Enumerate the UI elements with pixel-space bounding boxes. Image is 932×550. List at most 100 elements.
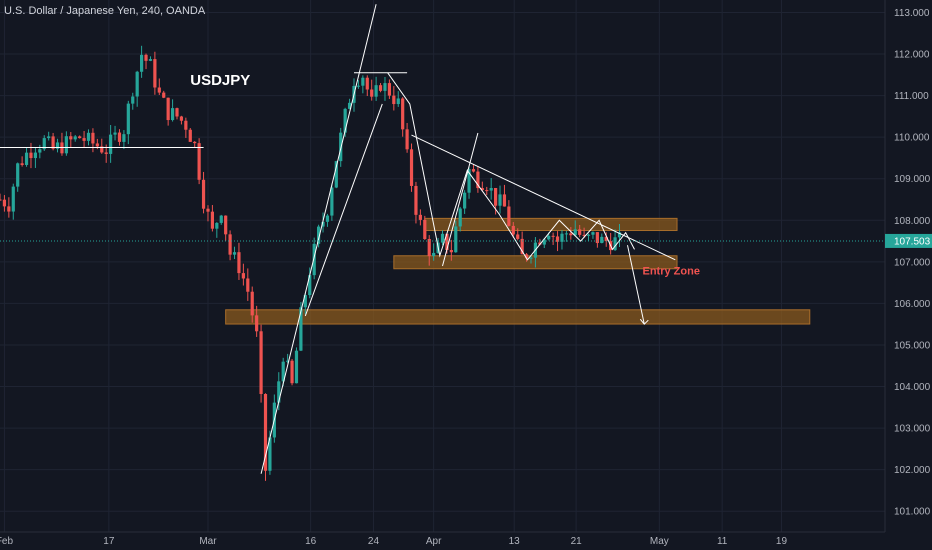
candle-body — [148, 59, 153, 61]
candle-body — [365, 77, 369, 90]
candle-body — [529, 257, 533, 259]
candle-body — [370, 89, 374, 97]
candle-body — [0, 199, 2, 201]
candle-body — [157, 87, 161, 93]
candle-body — [73, 136, 77, 140]
candle-body — [361, 77, 365, 86]
candle-body — [578, 229, 582, 235]
candle-body — [250, 291, 254, 316]
x-tick-label: Feb — [0, 536, 13, 547]
candle-body — [259, 331, 263, 394]
candle-body — [396, 98, 400, 105]
price-tag — [885, 233, 932, 248]
candle-body — [140, 54, 144, 72]
y-tick-label: 103.000 — [894, 424, 931, 435]
candle-body — [347, 102, 352, 109]
candle-body — [401, 98, 405, 130]
symbol-label: USDJPY — [190, 72, 250, 89]
x-tick-label: 16 — [305, 536, 317, 547]
candle-body — [153, 59, 157, 88]
candle-body — [20, 163, 24, 165]
candle-body — [440, 233, 445, 243]
candle-body — [582, 234, 586, 236]
x-tick-label: 24 — [368, 536, 380, 547]
candle-body — [489, 187, 493, 191]
trend-line — [627, 245, 645, 325]
candle-body — [246, 278, 250, 292]
candle-body — [219, 215, 223, 223]
candle-body — [7, 206, 11, 212]
candle-body — [383, 83, 387, 91]
candle-body — [51, 136, 55, 149]
candle-body — [175, 108, 179, 117]
candle-body — [11, 186, 15, 212]
candle-body — [321, 221, 325, 227]
candle-body — [414, 185, 418, 215]
candle-body — [449, 250, 453, 253]
candle-body — [100, 146, 104, 153]
candle-body — [392, 95, 396, 105]
candle-body — [33, 152, 37, 159]
y-tick-label: 110.000 — [894, 133, 930, 144]
candle-body — [595, 232, 599, 244]
candle-body — [78, 136, 82, 139]
trend-line — [260, 4, 377, 474]
candle-body — [16, 163, 20, 187]
candle-body — [423, 219, 427, 240]
candle-body — [184, 120, 188, 130]
candle-body — [454, 226, 458, 253]
candle-body — [109, 134, 113, 154]
trend-line — [442, 132, 479, 267]
candle-body — [432, 252, 436, 257]
y-tick-label: 109.000 — [894, 174, 931, 185]
candle-body — [188, 129, 192, 142]
candle-body — [179, 116, 184, 121]
candle-body — [485, 190, 489, 192]
candle-body — [268, 437, 272, 471]
candle-body — [524, 254, 529, 259]
candle-body — [569, 233, 573, 236]
candle-body — [547, 235, 551, 240]
zone-rect — [225, 309, 811, 325]
candle-body — [604, 236, 608, 242]
candle-body — [308, 275, 312, 296]
candle-body — [277, 381, 281, 403]
arrow-head — [639, 318, 649, 325]
candle-body — [564, 233, 568, 235]
candle-body — [409, 149, 414, 186]
chart-labels: USDJPY Entry Zone — [190, 72, 700, 277]
chart-grid — [0, 0, 885, 532]
candle-body — [210, 211, 214, 229]
candle-body — [405, 129, 409, 150]
candle-body — [613, 237, 617, 251]
trend-line — [411, 134, 676, 261]
candle-body — [162, 92, 166, 98]
time-axis: Feb 17 Mar 16 24 Apr 13 21 May 11 19 — [0, 531, 885, 547]
candle-body — [113, 132, 117, 135]
zone-rectangles — [225, 217, 811, 325]
candle-body — [511, 225, 515, 235]
candle-body — [334, 161, 338, 188]
current-price-label: 107.503 — [894, 236, 931, 247]
candle-body — [467, 169, 471, 193]
candle-body — [197, 143, 201, 180]
candle-body — [343, 108, 347, 133]
trend-drawings — [0, 4, 676, 474]
chart-title: U.S. Dollar / Japanese Yen, 240, OANDA — [4, 5, 206, 17]
candle-body — [144, 54, 148, 61]
candle-body — [312, 243, 316, 276]
y-tick-label: 113.000 — [894, 8, 930, 19]
candle-body — [2, 199, 7, 207]
candle-body — [458, 208, 462, 227]
candle-body — [281, 361, 285, 382]
candle-body — [38, 149, 42, 153]
candle-body — [86, 132, 91, 141]
y-tick-label: 111.000 — [894, 91, 929, 102]
candle-body — [255, 315, 259, 332]
candle-body — [330, 187, 334, 216]
candle-body — [573, 229, 577, 236]
candle-body — [586, 234, 591, 236]
x-tick-label: Apr — [426, 536, 442, 547]
